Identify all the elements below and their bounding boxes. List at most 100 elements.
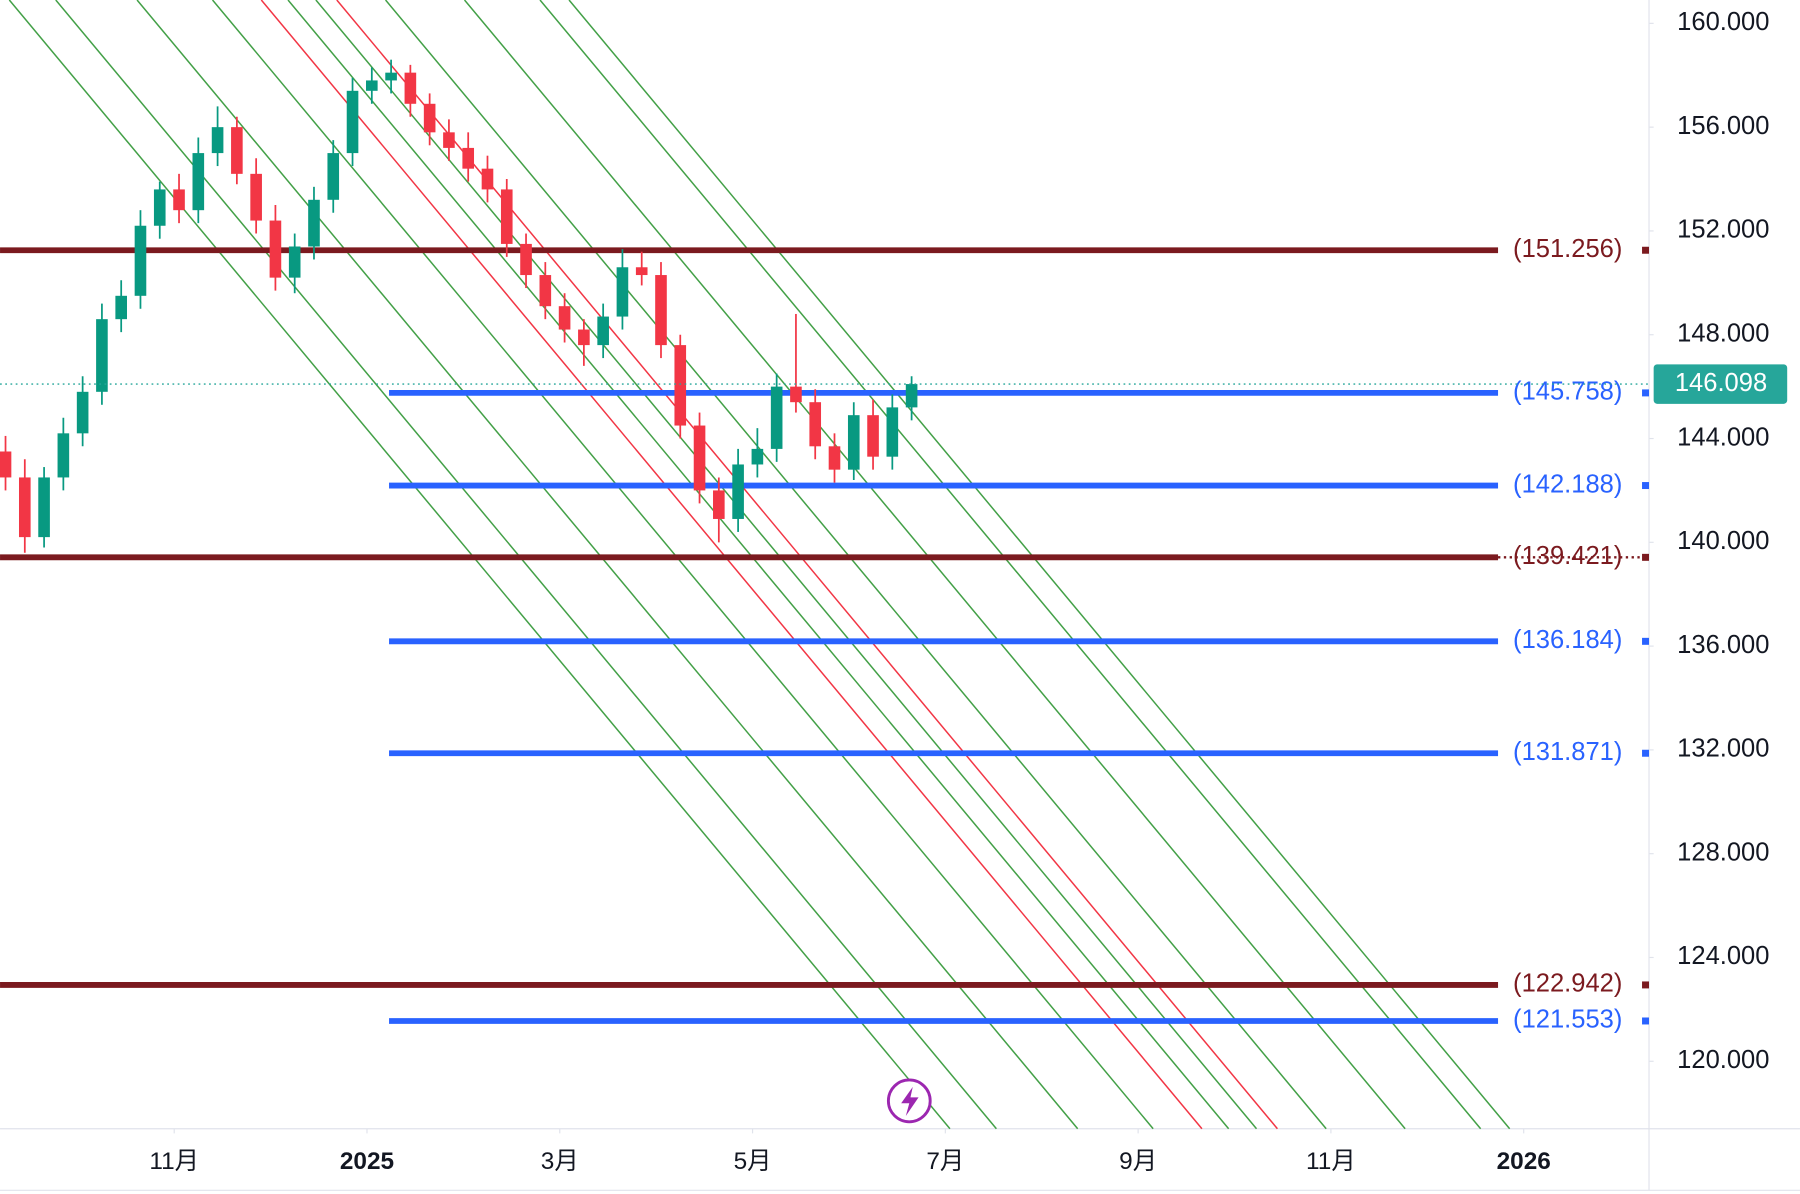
y-tick-label: 128.000 — [1677, 838, 1769, 866]
level-axis-marker — [1642, 482, 1650, 490]
level-axis-marker — [1642, 637, 1650, 645]
candle-body — [115, 295, 128, 320]
y-tick-label: 136.000 — [1677, 631, 1769, 659]
candle-body — [211, 127, 224, 154]
y-tick-label: 132.000 — [1677, 735, 1769, 763]
candle-body — [346, 90, 359, 154]
x-tick-label: 3月 — [541, 1148, 579, 1175]
y-tick-label: 152.000 — [1677, 216, 1769, 244]
trend-line — [315, 0, 1258, 1130]
x-tick-label: 11月 — [149, 1148, 199, 1175]
candle-body — [0, 451, 12, 478]
candle-body — [828, 446, 841, 470]
candle-body — [153, 189, 166, 226]
x-tick-label: 2026 — [1497, 1148, 1551, 1175]
candle-body — [57, 433, 70, 478]
y-tick-label: 120.000 — [1677, 1046, 1769, 1074]
trend-line — [539, 0, 1482, 1130]
level-axis-marker — [1642, 749, 1650, 757]
trend-line — [568, 0, 1511, 1130]
candle-body — [905, 384, 918, 408]
candle-body — [713, 490, 725, 519]
y-tick-label: 160.000 — [1677, 8, 1769, 36]
candle-body — [809, 402, 822, 447]
candle-body — [385, 72, 397, 81]
x-tick-label: 2025 — [340, 1148, 394, 1175]
level-axis-marker — [1642, 1017, 1650, 1025]
trend-line — [136, 0, 1079, 1130]
y-tick-label: 144.000 — [1677, 423, 1769, 451]
trend-line — [463, 0, 1406, 1130]
candle-body — [462, 147, 475, 169]
candle-body — [192, 153, 205, 211]
candle-body — [558, 306, 571, 330]
candle-body — [867, 415, 879, 457]
candle-body — [423, 103, 436, 133]
candle-body — [751, 448, 764, 465]
last-price-label: 146.098 — [1675, 369, 1767, 397]
candle-body — [500, 189, 513, 244]
candle-body — [38, 477, 50, 538]
y-tick-label: 148.000 — [1677, 319, 1769, 347]
last-price-box — [1653, 364, 1788, 404]
candles — [0, 59, 918, 553]
candle-body — [655, 275, 667, 346]
level-label: (151.256) — [1513, 235, 1622, 263]
y-tick-label: 140.000 — [1677, 527, 1769, 555]
y-tick-label: 124.000 — [1677, 942, 1769, 970]
trend-line — [8, 0, 951, 1130]
level-axis-marker — [1642, 981, 1650, 989]
trend-line — [211, 0, 1154, 1130]
level-label: (142.188) — [1513, 470, 1622, 498]
candle-body — [269, 220, 282, 278]
level-axis-marker — [1642, 389, 1650, 397]
candle-body — [308, 199, 320, 247]
candle-body — [366, 80, 378, 91]
trend-line — [336, 0, 1278, 1130]
candle-body — [481, 168, 494, 190]
axes: 160.000 156.000 152.000 148.000 144.000 140.0… — [0, 8, 1788, 1175]
level-axis-marker — [1642, 246, 1650, 254]
x-tick-label: 7月 — [926, 1148, 964, 1175]
level-label: (145.758) — [1513, 378, 1622, 406]
candle-body — [288, 246, 301, 278]
x-tick-label: 9月 — [1119, 1148, 1157, 1175]
trend-line — [260, 0, 1203, 1130]
y-tick-label: 156.000 — [1677, 112, 1769, 140]
candle-body — [250, 173, 262, 221]
candle-body — [597, 316, 609, 346]
candle-body — [732, 464, 744, 519]
level-label: (122.942) — [1513, 970, 1622, 998]
candle-body — [635, 267, 648, 276]
level-label: (131.871) — [1513, 738, 1622, 766]
candle-body — [770, 386, 783, 449]
level-axis-marker — [1642, 553, 1650, 561]
candle-body — [173, 189, 185, 211]
event-icon[interactable] — [886, 1078, 932, 1124]
candle-body — [674, 345, 687, 426]
level-label: (121.553) — [1513, 1006, 1622, 1034]
candle-body — [231, 127, 243, 174]
x-tick-label: 5月 — [734, 1148, 772, 1175]
trend-lines — [8, 0, 1511, 1130]
candle-body — [96, 319, 108, 392]
candle-body — [443, 132, 455, 148]
candle-body — [520, 243, 532, 276]
candle-body — [327, 153, 340, 200]
candle-body — [847, 415, 860, 470]
candle-body — [76, 391, 89, 434]
trend-line — [287, 0, 1230, 1130]
levels: (151.256) (145.758) (142.188) (139.421) (136… — [0, 235, 1650, 1034]
candle-body — [404, 72, 417, 104]
candle-body — [18, 477, 31, 538]
trend-line — [384, 0, 1327, 1130]
level-label: (139.421) — [1513, 542, 1622, 570]
candle-body — [134, 225, 147, 296]
x-tick-label: 11月 — [1306, 1148, 1356, 1175]
trend-line — [55, 0, 997, 1130]
candle-body — [790, 386, 802, 403]
candle-body — [539, 275, 552, 307]
level-label: (136.184) — [1513, 626, 1622, 654]
